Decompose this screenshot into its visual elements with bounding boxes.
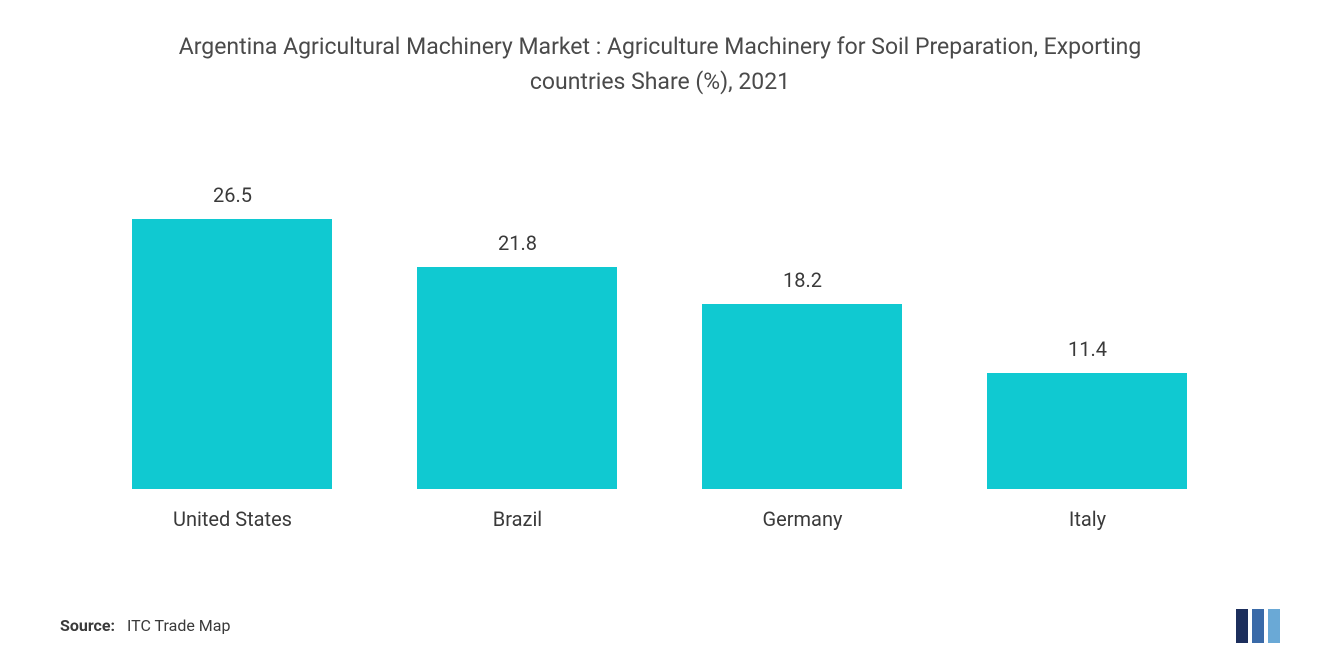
x-label-2: Germany (677, 507, 928, 531)
bar-value-3: 11.4 (1068, 337, 1107, 361)
x-label-3: Italy (962, 507, 1213, 531)
bar-value-2: 18.2 (783, 268, 822, 292)
bar-value-1: 21.8 (498, 231, 537, 255)
bar-value-0: 26.5 (213, 183, 252, 207)
bar-1 (417, 267, 617, 489)
x-label-1: Brazil (392, 507, 643, 531)
source-label: Source: (60, 616, 115, 635)
logo-bar-1 (1236, 609, 1248, 643)
source-line: Source: ITC Trade Map (60, 616, 230, 635)
bar-group-3: 11.4 (962, 337, 1213, 489)
bar-3 (987, 373, 1187, 489)
bar-group-0: 26.5 (107, 183, 358, 489)
bar-0 (132, 219, 332, 489)
brand-logo (1236, 609, 1280, 643)
bar-group-2: 18.2 (677, 268, 928, 489)
logo-bar-2 (1252, 609, 1264, 643)
chart-area: 26.5 21.8 18.2 11.4 (50, 159, 1270, 489)
logo-bar-3 (1268, 609, 1280, 643)
chart-title: Argentina Agricultural Machinery Market … (50, 30, 1270, 99)
x-label-0: United States (107, 507, 358, 531)
source-value: ITC Trade Map (127, 616, 230, 635)
x-axis-labels: United States Brazil Germany Italy (50, 499, 1270, 531)
bar-2 (702, 304, 902, 489)
bar-group-1: 21.8 (392, 231, 643, 489)
